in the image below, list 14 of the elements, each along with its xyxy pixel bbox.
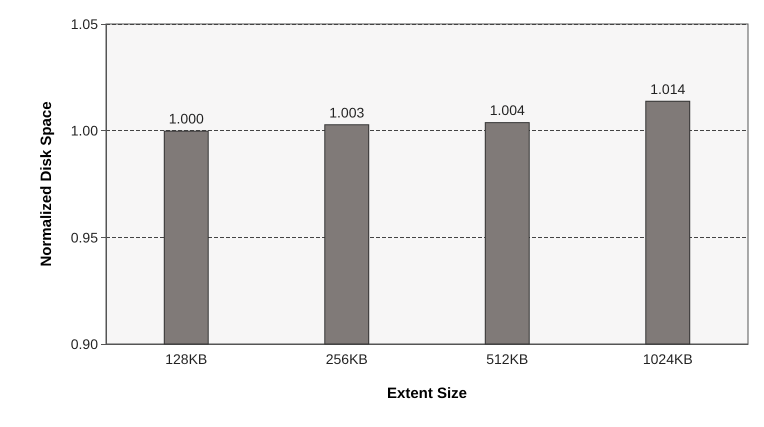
- x-tick-label: 1024KB: [642, 351, 693, 367]
- y-tick-label: 0.95: [70, 229, 98, 246]
- x-tick-label: 256KB: [326, 351, 368, 367]
- y-axis-title: Normalized Disk Space: [38, 101, 55, 267]
- data-label: 1.014: [650, 80, 686, 97]
- x-axis-title: Extent Size: [386, 385, 468, 402]
- data-label: 1.003: [329, 104, 364, 120]
- y-tick-label: 1.00: [70, 122, 98, 139]
- data-label: 1.004: [490, 102, 525, 118]
- x-tick-label: 512KB: [486, 351, 528, 367]
- data-label: 1.000: [168, 110, 204, 127]
- y-tick-label: 1.05: [70, 16, 98, 32]
- x-tick-label: 128KB: [165, 351, 208, 367]
- y-tick-label: 0.90: [70, 336, 98, 352]
